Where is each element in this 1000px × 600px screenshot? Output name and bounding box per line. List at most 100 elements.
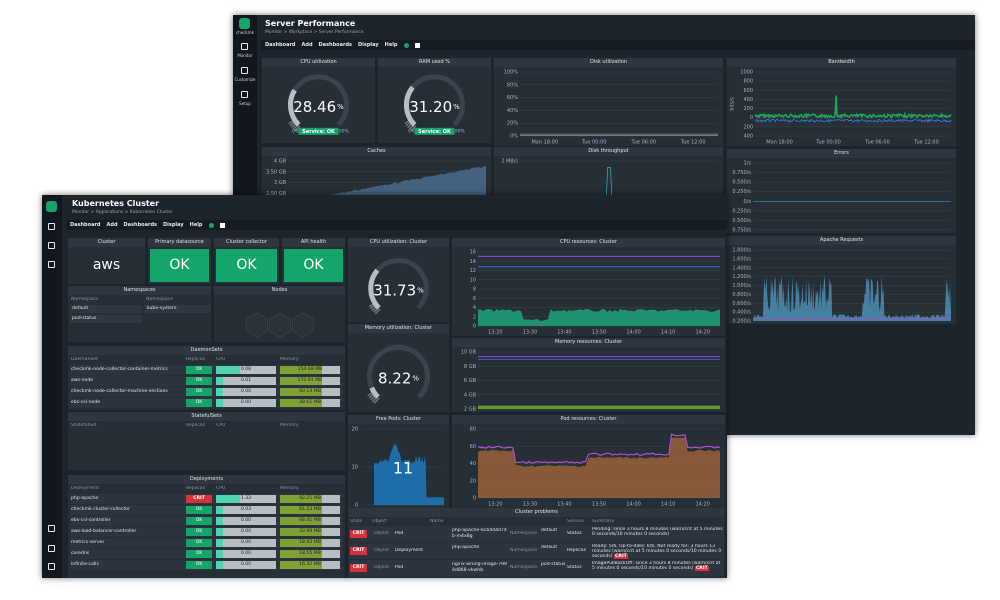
menu-item[interactable]: Dashboards: [318, 42, 353, 48]
nodes-panel: Nodes: [214, 286, 345, 342]
logo: [239, 18, 250, 29]
breadcrumb: Monitor > Applications > Kubernetes Clus…: [72, 210, 173, 215]
y-tick-label: 1.000/s: [732, 283, 751, 289]
menu-item[interactable]: Display: [358, 42, 379, 48]
panel-title: Disk throughput: [494, 147, 723, 156]
menu-item[interactable]: Dashboards: [123, 222, 158, 228]
panel-title: Bandwidth: [727, 58, 956, 67]
column-header: Summary: [592, 519, 615, 524]
y-tick-label: 6: [473, 296, 476, 302]
y-tick-label: 0.800/s: [732, 292, 751, 298]
y-tick-label: 200: [743, 124, 753, 130]
problems-panel: Cluster problems State Object Name Service Su…: [348, 508, 725, 578]
tile-value: OK: [216, 249, 277, 282]
panel-title: Cluster collector: [214, 238, 279, 247]
x-tick-label: 13:50: [592, 502, 606, 508]
column-header: Memory: [280, 486, 299, 491]
node-hexagon: [269, 312, 291, 338]
object: Pod: [395, 565, 404, 570]
cpu-value: 0.00: [216, 550, 276, 558]
column-header: Memory: [280, 357, 299, 362]
gauge-max-label: 100%: [452, 128, 466, 134]
chart-panel: Pod resources: Cluster 80 60 40 20 0 13:20 13:3…: [452, 415, 725, 508]
namespace: default: [541, 545, 558, 550]
status-tile: Primary datasource OK: [148, 238, 211, 284]
memory-value: 16.32 MB: [280, 561, 340, 569]
y-tick-label: 0: [473, 324, 476, 330]
nav-label[interactable]: Setup: [239, 101, 251, 106]
status-badge: [414, 127, 455, 135]
nav-icon: [48, 223, 55, 230]
cpu-value: 0.00: [216, 539, 276, 547]
nav-label[interactable]: Monitor: [237, 53, 253, 58]
panel-title: Namespaces: [68, 286, 211, 295]
replicas-state: OK: [186, 517, 212, 525]
nav-label[interactable]: Customize: [234, 77, 256, 82]
y-tick-label: 0: [355, 503, 358, 509]
y-tick-label: 4 GB: [274, 159, 287, 165]
menu-item[interactable]: Dashboard: [265, 42, 296, 48]
menu-item[interactable]: Add: [301, 42, 313, 48]
menu-item[interactable]: Add: [106, 222, 118, 228]
y-tick-label: 16: [470, 250, 476, 256]
y-tick-label: 4: [473, 305, 476, 311]
object: Pod: [395, 531, 404, 536]
gauge-value: 8.22%: [378, 369, 419, 387]
chart-panel: Memory resources: Cluster 10 GB 8 GB 6 GB 4 …: [452, 338, 725, 412]
y-tick-label: 10 GB: [461, 350, 477, 356]
summary: Ready: 5/6, Up-to-date: 6/6, Not ready f…: [592, 544, 723, 560]
status-tile: API health OK: [282, 238, 345, 284]
trace: [754, 118, 952, 123]
gauge-hatch: [374, 308, 381, 315]
y-tick-label: 0/s: [744, 199, 752, 205]
gauge-value-arc: [287, 74, 350, 127]
column-header: CPU: [216, 423, 226, 428]
column-header: Namespace: [71, 297, 99, 302]
y-tick-label: 0: [473, 496, 476, 502]
gauge-value: 28.46%: [293, 98, 344, 116]
menu-item[interactable]: Help: [189, 222, 203, 228]
window-kubernetes-cluster: Kubernetes Cluster Monitor > Applications…: [42, 195, 727, 578]
object-key: Object: [374, 531, 389, 536]
menu-item[interactable]: Help: [384, 42, 398, 48]
object-key: Object: [374, 548, 389, 553]
menu-icon[interactable]: [414, 42, 420, 48]
menu-icon[interactable]: [219, 222, 225, 228]
y-tick-label: 8: [473, 287, 476, 293]
gauge-unit: %: [417, 286, 424, 294]
panel-title: Memory resources: Cluster: [452, 338, 725, 347]
cpu-value: 0.00: [216, 517, 276, 525]
memory-value: 18.55 MB: [280, 550, 340, 558]
y-tick-label: 60: [470, 444, 476, 450]
panel-title: Memory utilization: Cluster: [348, 324, 449, 333]
row-name: php-apache: [71, 496, 99, 501]
summary-text: ImagePullBackOff: since 3 hours 8 minute…: [592, 561, 721, 572]
menu-item[interactable]: Dashboard: [70, 222, 101, 228]
panel-title: Nodes: [214, 286, 345, 295]
x-tick-label: 13:20: [488, 502, 502, 508]
menu-icon[interactable]: [403, 42, 409, 48]
status-badge: [298, 127, 339, 135]
column-header: Deployment: [71, 486, 100, 491]
x-tick-label: Mon 18:00: [531, 140, 558, 146]
graph: 31.73%: [368, 258, 429, 315]
logo-text: checkmk: [236, 30, 254, 35]
y-tick-label: 600: [743, 88, 753, 94]
gauge-value-arc: [368, 258, 429, 310]
gauge-number: 31.20: [409, 98, 452, 116]
column-header: Name: [430, 519, 444, 524]
panel-title: DaemonSets: [68, 346, 345, 355]
y-tick-label: 60%: [507, 95, 518, 101]
chart-panel: CPU resources: Cluster 16 14 12 10 8 6 4 2 0 13:20…: [452, 238, 725, 336]
cpu-value: 0.00: [216, 528, 276, 536]
y-tick-label: 40: [470, 461, 476, 467]
chart-panel: Bandwidth 1000 800 600 400 200 0 200 400 Mon 18:0…: [727, 58, 956, 146]
gauge-hatch: [410, 125, 417, 132]
menu-item[interactable]: Display: [163, 222, 184, 228]
y-tick-label: 20: [470, 478, 476, 484]
panel-title: Free Pods: Cluster: [348, 415, 449, 424]
gauge-value: 31.20%: [409, 98, 460, 116]
namespaces-panel: Namespaces Namespace Namespace default kube-…: [68, 286, 211, 342]
menu-icon[interactable]: [208, 222, 214, 228]
object-key: Object: [374, 565, 389, 570]
